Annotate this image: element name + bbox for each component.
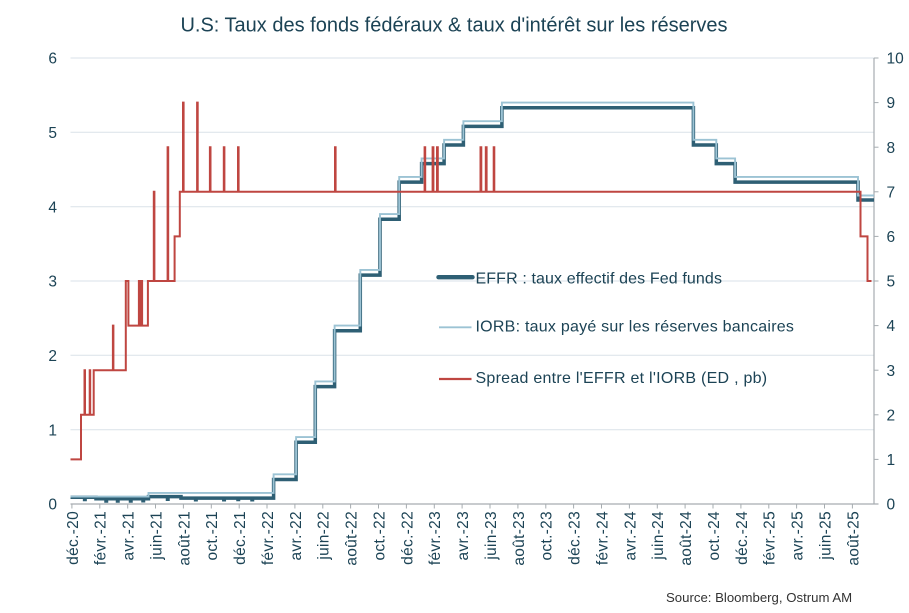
svg-text:oct.-21: oct.-21 (204, 511, 221, 561)
svg-text:7: 7 (887, 184, 896, 201)
svg-text:déc.-23: déc.-23 (567, 511, 584, 565)
svg-text:avr.-25: avr.-25 (790, 511, 807, 561)
svg-text:5: 5 (48, 125, 57, 142)
svg-text:août-22: août-22 (344, 511, 361, 566)
svg-text:juin-21: juin-21 (148, 511, 165, 561)
svg-text:juin-22: juin-22 (316, 511, 333, 561)
svg-text:juin-23: juin-23 (483, 511, 500, 561)
svg-text:avr.-22: avr.-22 (288, 511, 305, 561)
svg-text:0: 0 (48, 497, 57, 514)
svg-text:févr.-23: févr.-23 (427, 511, 444, 565)
svg-text:1: 1 (887, 452, 896, 469)
svg-text:9: 9 (887, 95, 896, 112)
svg-text:déc.-21: déc.-21 (232, 511, 249, 565)
svg-text:Spread entre l'EFFR et l'IORB: Spread entre l'EFFR et l'IORB (ED , pb) (476, 370, 768, 387)
svg-text:déc.-24: déc.-24 (734, 511, 751, 565)
svg-text:août-24: août-24 (678, 511, 695, 566)
svg-text:oct.-22: oct.-22 (371, 511, 388, 561)
svg-text:6: 6 (887, 229, 896, 246)
svg-text:août-21: août-21 (176, 511, 193, 566)
svg-text:4: 4 (48, 199, 57, 216)
svg-text:déc.-22: déc.-22 (399, 511, 416, 565)
svg-text:juin-24: juin-24 (650, 511, 667, 561)
svg-text:5: 5 (887, 274, 896, 291)
svg-text:1: 1 (48, 422, 57, 439)
svg-text:déc.-20: déc.-20 (65, 511, 82, 565)
svg-text:EFFR : taux effectif des Fed f: EFFR : taux effectif des Fed funds (476, 271, 723, 288)
svg-text:août-23: août-23 (511, 511, 528, 566)
svg-text:4: 4 (887, 318, 896, 335)
svg-text:févr.-21: févr.-21 (93, 511, 110, 565)
svg-text:2: 2 (48, 348, 57, 365)
svg-text:U.S: Taux des fonds fédéraux &: U.S: Taux des fonds fédéraux & taux d'in… (180, 15, 727, 37)
svg-text:févr.-25: févr.-25 (762, 511, 779, 565)
svg-text:juin-25: juin-25 (817, 511, 834, 561)
svg-text:3: 3 (48, 274, 57, 291)
svg-text:6: 6 (48, 51, 57, 68)
svg-text:août-25: août-25 (845, 511, 862, 566)
svg-text:3: 3 (887, 363, 896, 380)
svg-text:avr.-24: avr.-24 (622, 511, 639, 561)
svg-text:2: 2 (887, 407, 896, 424)
svg-text:oct.-24: oct.-24 (706, 511, 723, 561)
svg-text:oct.-23: oct.-23 (539, 511, 556, 561)
svg-text:avr.-23: avr.-23 (455, 511, 472, 561)
svg-text:févr.-22: févr.-22 (260, 511, 277, 565)
svg-text:avr.-21: avr.-21 (121, 511, 138, 561)
svg-text:Source: Bloomberg, Ostrum AM: Source: Bloomberg, Ostrum AM (666, 590, 852, 605)
svg-text:0: 0 (887, 497, 896, 514)
svg-text:10: 10 (887, 51, 905, 68)
svg-text:IORB: taux payé sur les réserv: IORB: taux payé sur les réserves bancair… (476, 319, 795, 336)
svg-text:févr.-24: févr.-24 (594, 511, 611, 565)
svg-text:8: 8 (887, 140, 896, 157)
